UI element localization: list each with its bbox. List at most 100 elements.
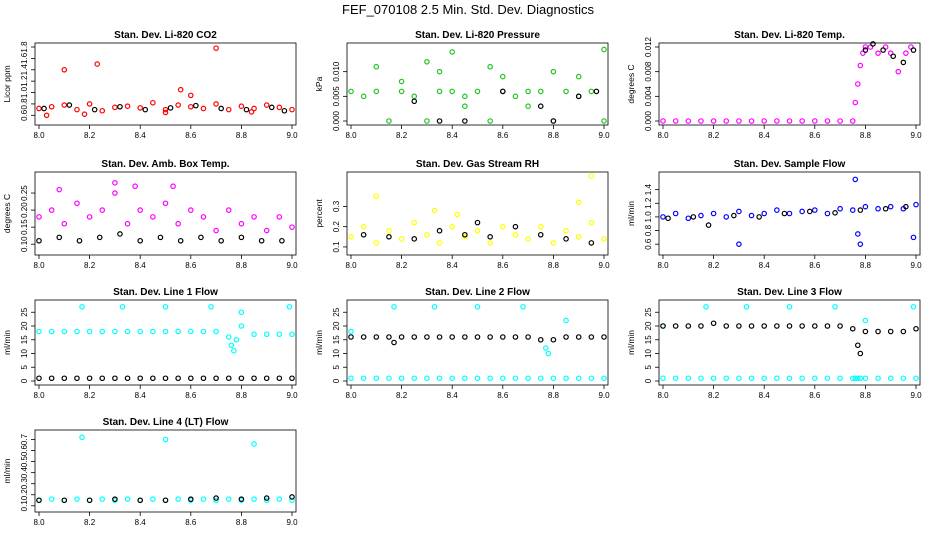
- data-point-black: [550, 336, 557, 343]
- data-point-black: [563, 334, 569, 340]
- data-point-black: [124, 375, 131, 382]
- data-point-red: [48, 103, 55, 110]
- plot-frame: [34, 42, 297, 126]
- data-point-magenta: [137, 207, 144, 213]
- data-point-black: [74, 375, 80, 382]
- data-point-magenta: [862, 44, 869, 50]
- x-tick-label: 8.4: [447, 131, 459, 140]
- y-tick-label: 1.2: [20, 75, 29, 87]
- data-point-blue: [723, 214, 730, 220]
- y-axis-label: ml/min: [2, 458, 12, 483]
- data-point-green: [550, 68, 557, 75]
- data-point-green: [436, 88, 443, 95]
- data-point-cyan: [162, 436, 169, 443]
- data-point-magenta: [86, 214, 93, 220]
- data-point-black: [436, 227, 443, 234]
- y-axis-label: ml/min: [626, 201, 636, 226]
- data-point-cyan: [431, 303, 438, 310]
- series-black: [411, 88, 600, 124]
- data-point-cyan: [386, 375, 392, 382]
- y-tick-label: 0.6: [20, 444, 29, 456]
- data-point-blue: [837, 205, 843, 212]
- data-point-black: [756, 214, 762, 220]
- data-point-cyan: [228, 342, 235, 349]
- data-point-cyan: [786, 303, 793, 310]
- data-point-magenta: [200, 214, 207, 220]
- data-point-cyan: [672, 375, 679, 382]
- data-point-black: [117, 231, 123, 237]
- data-point-black: [360, 334, 367, 340]
- data-point-red: [94, 61, 100, 67]
- data-point-cyan: [811, 375, 818, 382]
- data-point-green: [601, 118, 607, 124]
- data-point-black: [857, 350, 864, 357]
- data-point-green: [411, 93, 418, 100]
- data-point-magenta: [289, 224, 295, 230]
- data-point-cyan: [263, 331, 270, 338]
- data-point-magenta: [710, 118, 717, 124]
- data-point-black: [882, 205, 889, 212]
- data-point-red: [248, 109, 255, 115]
- data-point-blue: [748, 212, 755, 219]
- data-point-cyan: [525, 375, 531, 382]
- data-point-yellow: [588, 173, 595, 179]
- data-point-red: [289, 106, 295, 113]
- series-cyan: [36, 303, 295, 354]
- y-tick-label: 15: [20, 335, 29, 344]
- data-point-magenta: [761, 118, 768, 124]
- data-point-yellow: [588, 219, 595, 226]
- data-point-black: [243, 106, 250, 113]
- data-point-black: [786, 323, 793, 329]
- panel-title: Stan. Dev. Line 2 Flow: [425, 287, 530, 298]
- data-point-blue: [824, 210, 831, 217]
- data-point-cyan: [61, 328, 68, 335]
- y-tick-label: 1.4: [20, 64, 29, 76]
- x-tick-label: 8.2: [708, 131, 720, 140]
- data-point-cyan: [550, 375, 557, 382]
- data-point-cyan: [887, 375, 894, 382]
- data-point-yellow: [373, 193, 380, 200]
- data-point-black: [487, 234, 493, 240]
- data-point-magenta: [837, 118, 843, 124]
- x-tick-label: 9.0: [286, 261, 298, 270]
- data-point-magenta: [150, 214, 156, 220]
- data-point-black: [289, 494, 295, 500]
- y-tick-label: 5: [332, 364, 341, 369]
- data-point-cyan: [213, 497, 219, 504]
- data-point-green: [449, 49, 456, 55]
- panel-stan-dev-sample-flow: Stan. Dev. Sample Flow ml/min 8.0 8.2 8.4 8.6…: [626, 159, 922, 270]
- data-point-yellow: [550, 240, 557, 246]
- data-point-cyan: [251, 331, 257, 338]
- data-point-cyan: [499, 375, 506, 382]
- data-point-cyan: [188, 328, 194, 335]
- y-tick-label: 0.7: [20, 433, 29, 445]
- data-point-red: [213, 101, 219, 107]
- data-point-cyan: [286, 303, 293, 310]
- data-point-red: [276, 104, 283, 111]
- y-tick-label: 20: [332, 321, 341, 330]
- data-point-magenta: [48, 207, 55, 213]
- x-tick-label: 8.0: [657, 391, 669, 400]
- data-point-cyan: [238, 309, 245, 316]
- y-axis-label: degrees C: [626, 64, 636, 103]
- data-point-magenta: [774, 118, 780, 124]
- y-tick-label: 0.15: [20, 219, 29, 235]
- data-point-black: [218, 105, 224, 112]
- x-tick-label: 8.6: [809, 131, 821, 140]
- data-point-cyan: [852, 375, 859, 382]
- y-tick-label: 0.1: [332, 241, 341, 253]
- data-point-black: [910, 47, 917, 53]
- data-point-black: [41, 105, 47, 112]
- data-point-yellow: [575, 199, 582, 206]
- data-point-black: [238, 234, 245, 241]
- data-point-black: [386, 334, 392, 340]
- series-black: [660, 320, 919, 357]
- data-point-cyan: [124, 328, 131, 335]
- data-point-cyan: [36, 328, 42, 335]
- x-tick-label: 8.4: [447, 261, 459, 270]
- x-tick-label: 8.2: [84, 131, 96, 140]
- series-black: [360, 219, 595, 246]
- data-point-black: [66, 102, 73, 108]
- data-point-blue: [736, 241, 742, 247]
- data-point-black: [373, 334, 380, 340]
